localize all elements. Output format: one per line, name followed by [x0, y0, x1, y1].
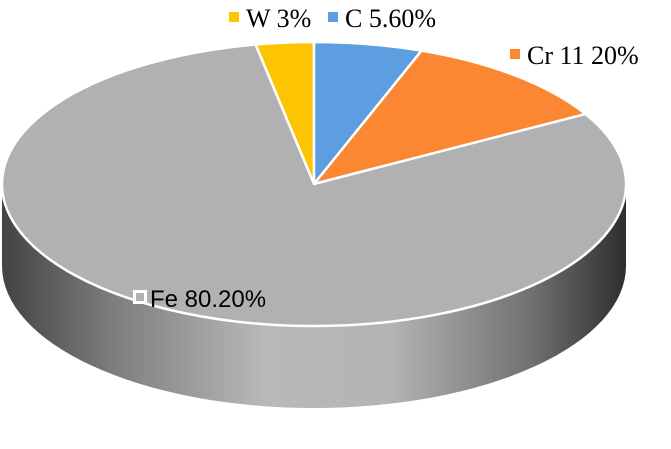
legend-marker-c — [328, 12, 338, 22]
data-label-w: W 3% — [246, 4, 311, 33]
data-label-c: C 5.60% — [345, 4, 436, 33]
pie-slice-fe — [0, 43, 628, 328]
pie-slice-cr — [312, 49, 587, 186]
legend-marker-w — [229, 12, 239, 22]
legend-marker-cr — [510, 49, 520, 59]
data-label-cr: Cr 11 20% — [527, 41, 639, 70]
data-label-fe: Fe 80.20% — [150, 286, 266, 313]
legend-marker-fe — [133, 290, 147, 304]
pie-side-wall — [2, 184, 626, 408]
